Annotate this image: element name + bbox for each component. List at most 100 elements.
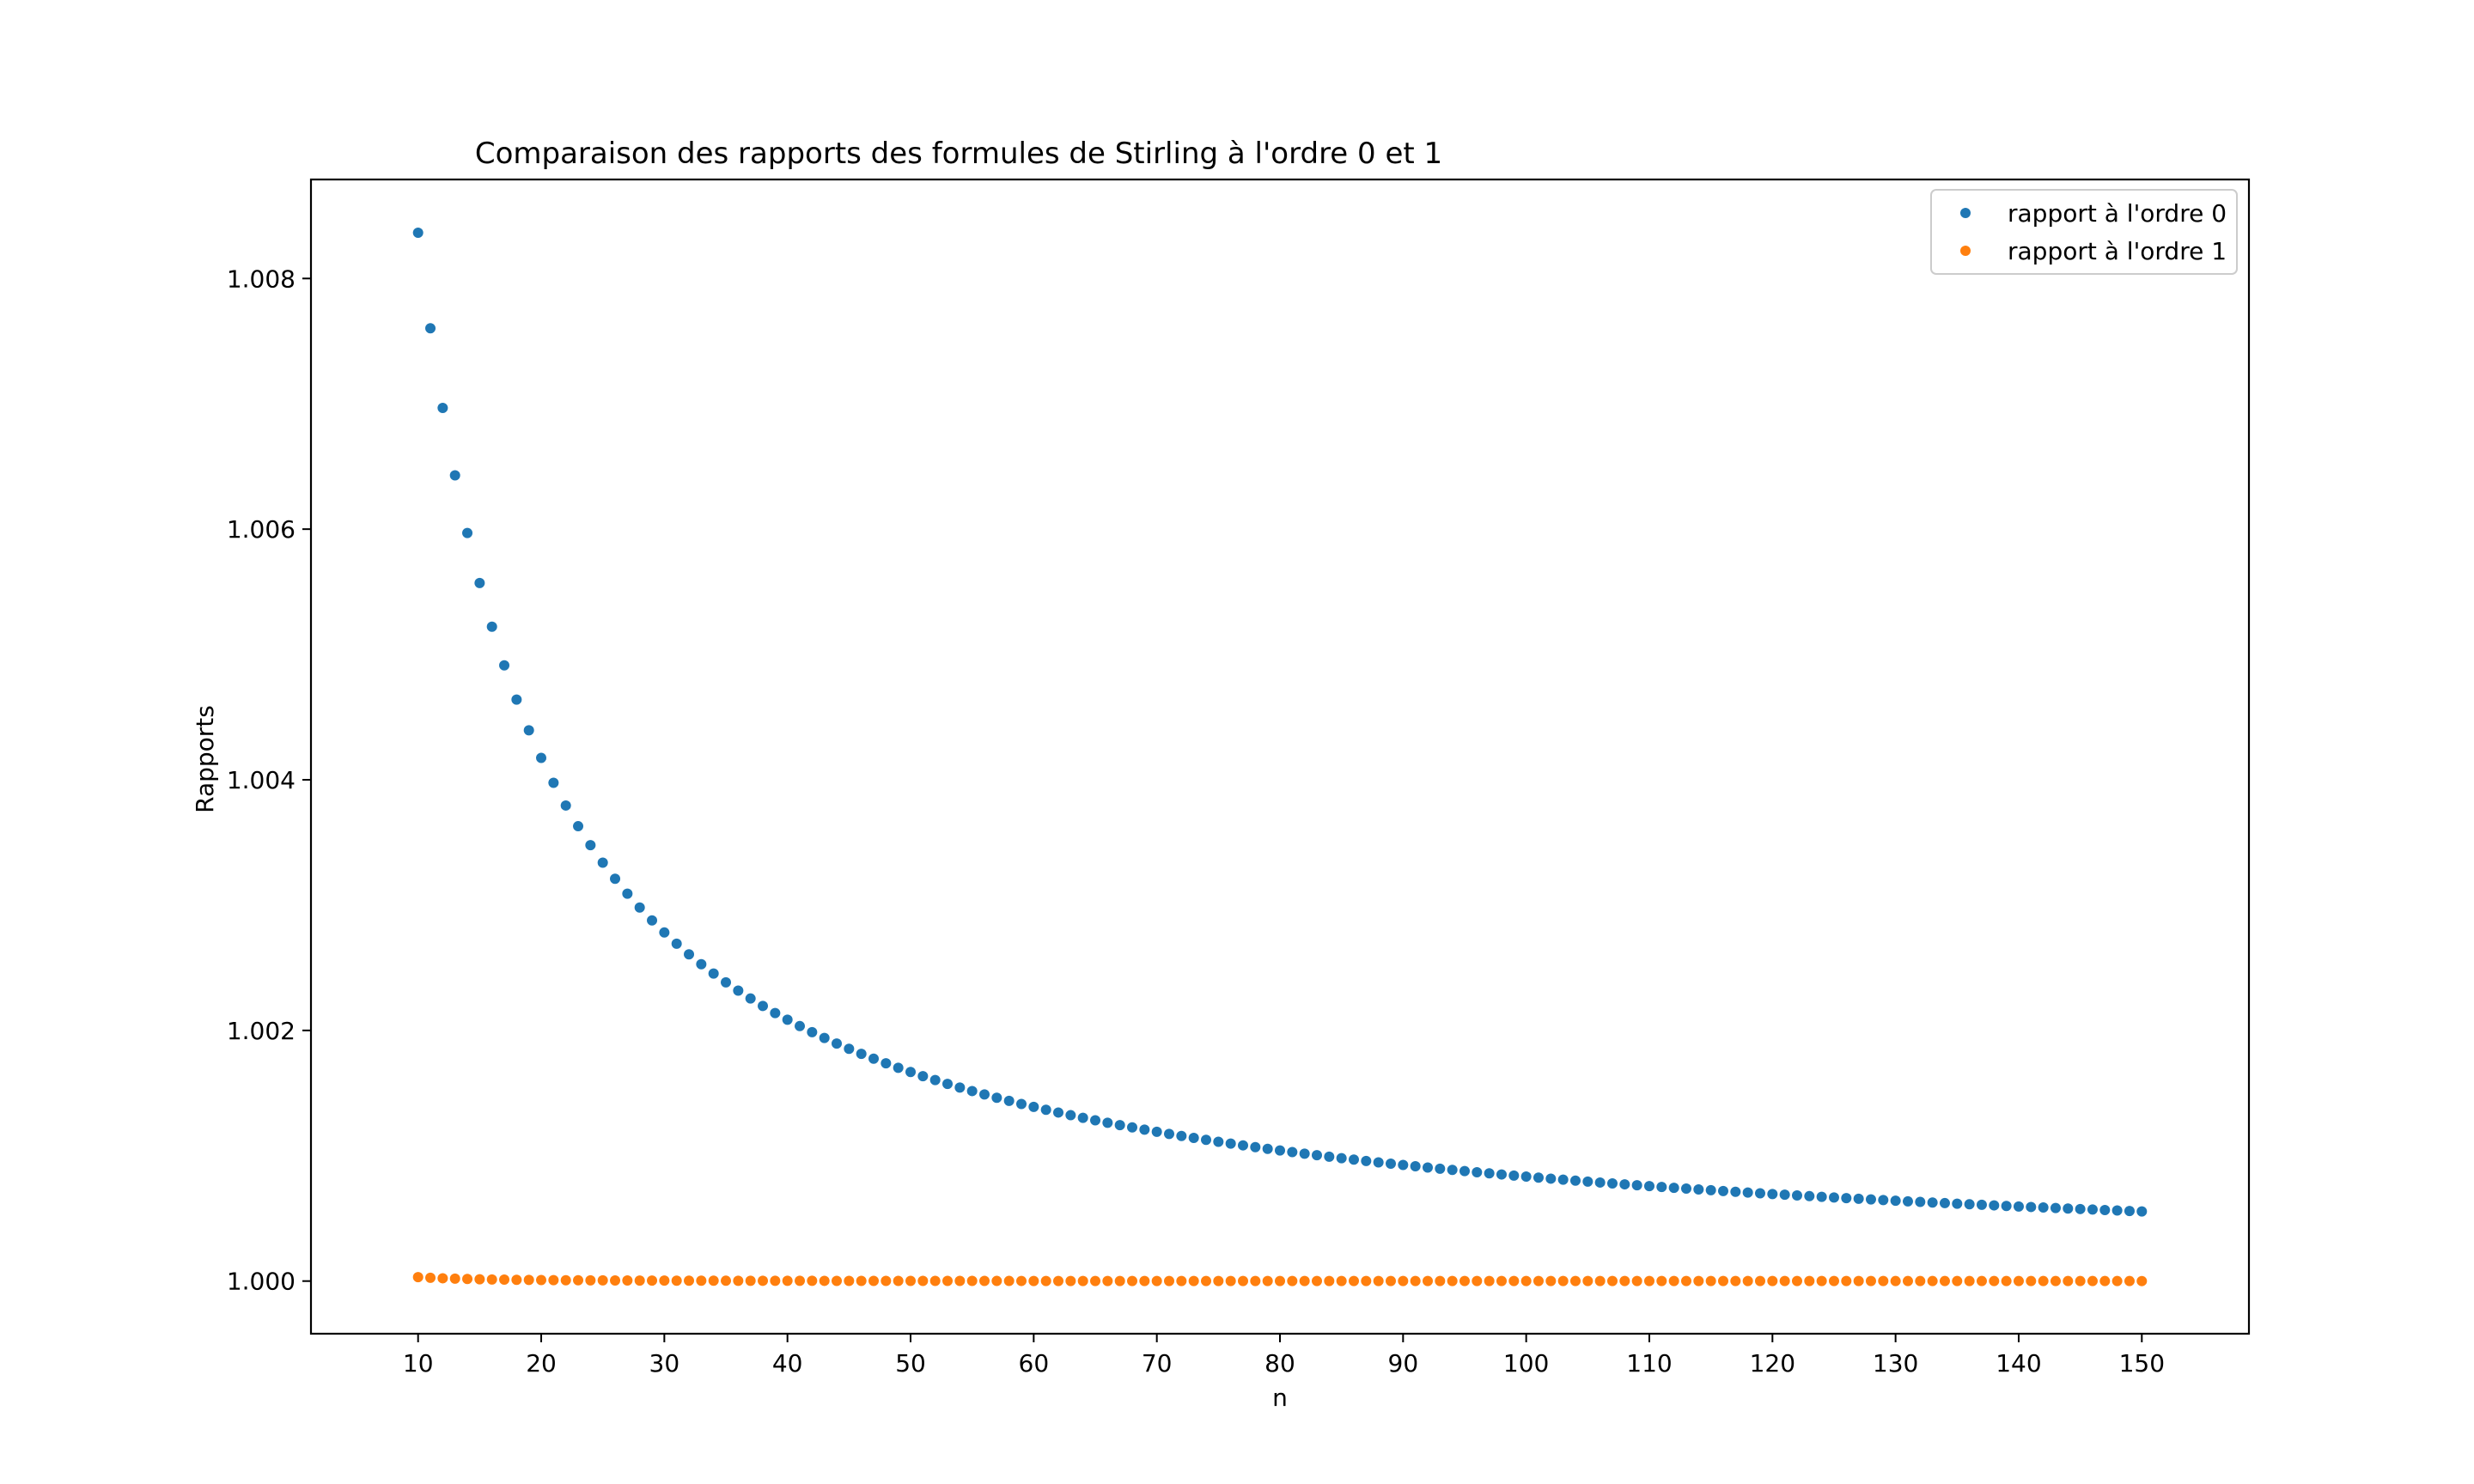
series-0 xyxy=(412,227,2148,1217)
data-point xyxy=(1569,1275,1581,1286)
data-point xyxy=(893,1275,904,1286)
data-point xyxy=(1188,1133,1199,1144)
data-point xyxy=(1472,1166,1483,1177)
data-point xyxy=(733,1275,744,1286)
data-point xyxy=(499,1274,510,1286)
data-point xyxy=(1767,1189,1778,1200)
data-point xyxy=(1422,1162,1433,1173)
data-point xyxy=(2026,1201,2037,1213)
data-point xyxy=(991,1092,1002,1104)
data-point xyxy=(1151,1126,1162,1137)
data-point xyxy=(1643,1275,1654,1286)
y-tick-label: 1.006 xyxy=(227,515,296,544)
data-point xyxy=(905,1067,917,1078)
data-point xyxy=(2124,1275,2135,1286)
data-point xyxy=(2013,1275,2024,1286)
data-point xyxy=(1754,1275,1765,1286)
data-point xyxy=(1348,1154,1359,1165)
data-point xyxy=(412,1272,424,1283)
data-point xyxy=(1915,1275,1926,1286)
data-point xyxy=(1902,1195,1913,1207)
data-point xyxy=(1484,1275,1495,1286)
data-point xyxy=(622,888,633,899)
data-point xyxy=(1213,1275,1224,1286)
y-axis-ticks: 1.000 1.002 1.004 1.006 1.008 xyxy=(227,265,311,1296)
data-point xyxy=(856,1049,867,1060)
legend: rapport à l'ordre 0 rapport à l'ordre 1 xyxy=(1930,189,2238,275)
data-point xyxy=(1915,1196,1926,1207)
data-point xyxy=(548,1274,559,1286)
data-point xyxy=(1668,1275,1679,1286)
data-point xyxy=(1299,1148,1310,1159)
data-point xyxy=(659,1275,670,1286)
chart-title: Comparaison des rapports des formules de… xyxy=(475,137,1442,171)
data-point xyxy=(462,527,473,538)
data-point xyxy=(1164,1275,1175,1286)
data-point xyxy=(1065,1275,1076,1286)
data-point xyxy=(1398,1275,1409,1286)
y-tick-label: 1.000 xyxy=(227,1268,296,1296)
data-point xyxy=(1348,1275,1359,1286)
data-point xyxy=(1336,1153,1347,1164)
data-point xyxy=(1742,1187,1753,1198)
data-point xyxy=(1730,1186,1741,1197)
data-point xyxy=(1976,1275,1987,1286)
data-point xyxy=(1053,1275,1064,1286)
data-point xyxy=(1680,1275,1691,1286)
data-point xyxy=(1336,1275,1347,1286)
data-point xyxy=(1003,1275,1015,1286)
data-point xyxy=(449,1273,460,1284)
x-tick-label: 30 xyxy=(649,1349,680,1378)
data-point xyxy=(1262,1143,1273,1154)
data-point xyxy=(1164,1128,1175,1140)
data-point xyxy=(1927,1275,1938,1286)
data-point xyxy=(1989,1200,2000,1211)
data-point xyxy=(1361,1275,1372,1286)
data-point xyxy=(1324,1275,1335,1286)
data-point xyxy=(1176,1275,1187,1286)
data-point xyxy=(942,1079,954,1090)
data-point xyxy=(1299,1275,1310,1286)
data-point xyxy=(523,725,534,736)
data-point xyxy=(1435,1275,1446,1286)
data-point xyxy=(844,1275,855,1286)
data-point xyxy=(1114,1275,1125,1286)
x-tick-label: 80 xyxy=(1264,1349,1295,1378)
data-point xyxy=(966,1275,978,1286)
data-point xyxy=(832,1038,843,1049)
data-point xyxy=(1582,1176,1593,1187)
data-point xyxy=(1311,1275,1322,1286)
data-point xyxy=(1127,1122,1138,1133)
data-point xyxy=(474,577,485,588)
data-point xyxy=(991,1275,1002,1286)
data-point xyxy=(1668,1183,1679,1194)
data-point xyxy=(1102,1117,1113,1128)
data-point xyxy=(2087,1275,2098,1286)
data-point xyxy=(1656,1275,1667,1286)
data-point xyxy=(1139,1124,1150,1135)
data-point xyxy=(2136,1275,2148,1286)
data-point xyxy=(2087,1204,2098,1215)
x-tick-label: 60 xyxy=(1019,1349,1050,1378)
legend-marker-series-0 xyxy=(1960,208,1971,218)
data-point xyxy=(1643,1181,1654,1192)
data-point xyxy=(511,1274,522,1286)
data-point xyxy=(1804,1275,1815,1286)
x-tick-label: 70 xyxy=(1142,1349,1173,1378)
data-point xyxy=(1569,1175,1581,1186)
data-point xyxy=(1410,1161,1421,1172)
x-tick-label: 40 xyxy=(772,1349,803,1378)
data-point xyxy=(1705,1184,1716,1195)
data-point xyxy=(893,1062,904,1073)
data-point xyxy=(634,902,645,913)
data-point xyxy=(1656,1182,1667,1193)
y-tick-label: 1.004 xyxy=(227,766,296,794)
data-point xyxy=(758,1275,769,1286)
data-point xyxy=(1275,1145,1285,1156)
data-point xyxy=(2136,1206,2148,1217)
data-point xyxy=(832,1275,843,1286)
data-point xyxy=(1238,1275,1249,1286)
data-point xyxy=(1594,1177,1606,1188)
data-point xyxy=(782,1275,793,1286)
data-point xyxy=(1090,1115,1101,1126)
